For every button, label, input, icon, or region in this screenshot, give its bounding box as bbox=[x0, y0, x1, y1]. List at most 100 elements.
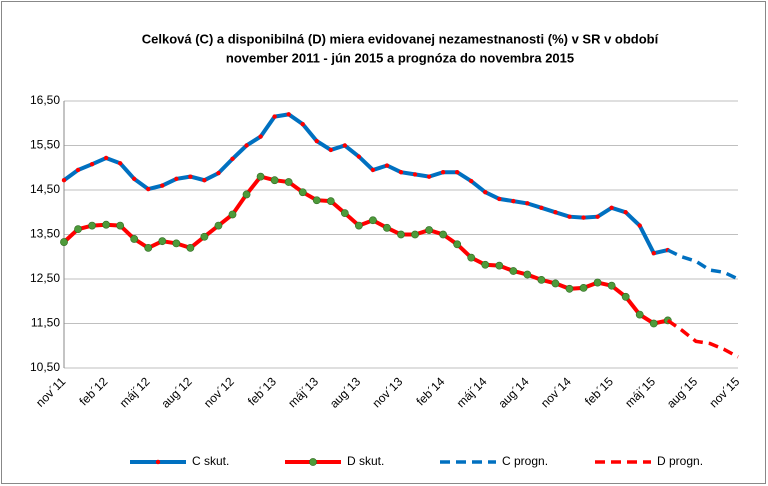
marker bbox=[102, 220, 111, 229]
marker bbox=[440, 170, 446, 175]
marker bbox=[370, 167, 376, 173]
marker bbox=[117, 161, 123, 166]
marker bbox=[651, 250, 656, 256]
marker bbox=[383, 223, 391, 232]
marker bbox=[300, 121, 305, 127]
marker bbox=[354, 221, 363, 230]
marker bbox=[469, 178, 474, 184]
marker bbox=[439, 230, 448, 239]
marker bbox=[495, 261, 504, 270]
marker bbox=[314, 138, 319, 144]
y-tick-label: 15,50 bbox=[30, 138, 60, 152]
marker bbox=[200, 232, 209, 241]
marker bbox=[637, 223, 642, 228]
marker bbox=[89, 161, 95, 167]
marker bbox=[272, 114, 277, 119]
series-line bbox=[62, 112, 669, 256]
marker bbox=[74, 225, 82, 234]
y-tick-label: 11,50 bbox=[31, 316, 60, 330]
marker bbox=[216, 170, 221, 176]
marker bbox=[398, 170, 404, 175]
marker bbox=[172, 239, 181, 248]
marker bbox=[426, 174, 432, 179]
marker bbox=[88, 221, 96, 230]
marker bbox=[256, 172, 265, 181]
marker bbox=[214, 221, 223, 230]
legend-label: D skut. bbox=[347, 454, 384, 468]
chart-title: Celková (C) a disponibilná (D) miera evi… bbox=[142, 31, 659, 46]
marker bbox=[369, 216, 377, 225]
y-tick-label: 14,50 bbox=[30, 182, 60, 196]
marker bbox=[144, 243, 153, 252]
marker bbox=[523, 270, 532, 279]
marker bbox=[579, 283, 588, 292]
marker bbox=[411, 230, 419, 239]
marker bbox=[539, 205, 544, 210]
marker bbox=[467, 253, 476, 262]
marker bbox=[286, 112, 291, 117]
marker bbox=[621, 292, 630, 301]
legend-marker bbox=[309, 458, 317, 466]
marker bbox=[158, 237, 167, 246]
marker bbox=[103, 155, 109, 161]
chart-title: november 2011 - jún 2015 a prognóza do n… bbox=[226, 50, 574, 65]
marker bbox=[326, 197, 335, 206]
marker bbox=[565, 284, 574, 293]
marker bbox=[595, 214, 600, 219]
legend-label: C progn. bbox=[502, 454, 548, 468]
marker bbox=[228, 210, 237, 219]
marker bbox=[230, 156, 235, 162]
marker bbox=[146, 186, 151, 192]
legend-label: C skut. bbox=[192, 454, 229, 468]
marker bbox=[312, 196, 321, 205]
marker bbox=[581, 215, 586, 220]
marker bbox=[453, 240, 462, 249]
marker bbox=[537, 275, 546, 284]
marker bbox=[635, 310, 644, 319]
marker bbox=[553, 210, 558, 215]
marker bbox=[397, 230, 405, 239]
marker bbox=[61, 178, 67, 183]
marker bbox=[202, 178, 207, 183]
legend-marker bbox=[155, 459, 161, 465]
marker bbox=[328, 147, 333, 153]
marker bbox=[593, 278, 602, 287]
marker bbox=[481, 260, 490, 269]
marker bbox=[340, 209, 349, 218]
marker bbox=[188, 174, 193, 179]
legend-label: D progn. bbox=[657, 454, 703, 468]
marker bbox=[609, 205, 614, 210]
marker bbox=[511, 198, 516, 204]
marker bbox=[75, 167, 81, 173]
marker bbox=[525, 201, 530, 206]
marker bbox=[356, 154, 362, 159]
marker bbox=[567, 214, 572, 219]
marker bbox=[270, 176, 279, 185]
marker bbox=[497, 196, 502, 202]
marker bbox=[425, 226, 433, 234]
series-line bbox=[667, 248, 739, 281]
marker bbox=[186, 243, 195, 252]
y-tick-label: 12,50 bbox=[30, 271, 60, 285]
marker bbox=[160, 183, 165, 188]
marker bbox=[483, 190, 488, 195]
marker bbox=[242, 190, 251, 199]
marker bbox=[60, 238, 68, 246]
marker bbox=[132, 176, 137, 182]
marker bbox=[244, 143, 249, 148]
series-line bbox=[666, 318, 739, 359]
marker bbox=[174, 176, 179, 182]
y-tick-label: 16,50 bbox=[30, 93, 60, 107]
marker bbox=[454, 170, 460, 175]
y-tick-label: 10,50 bbox=[30, 360, 60, 374]
marker bbox=[342, 143, 348, 148]
marker bbox=[412, 172, 418, 177]
marker bbox=[509, 267, 518, 275]
marker bbox=[130, 235, 139, 243]
marker bbox=[551, 279, 560, 288]
marker bbox=[258, 134, 263, 139]
marker bbox=[607, 281, 616, 290]
marker bbox=[384, 163, 390, 168]
